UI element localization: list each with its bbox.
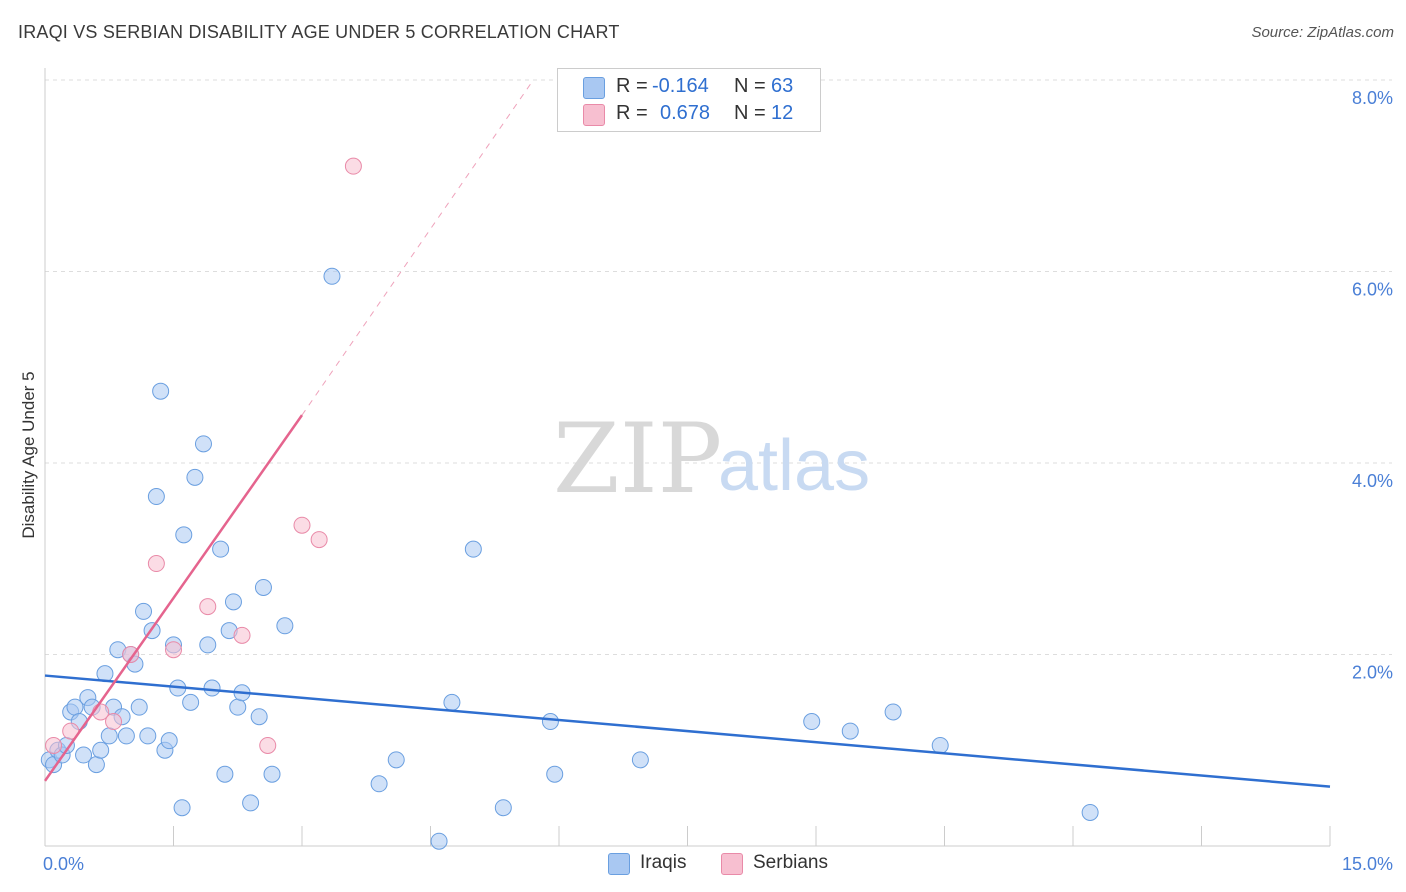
iraqi-point [216, 765, 234, 783]
iraqi-point [152, 382, 170, 400]
iraqi-point [250, 708, 268, 726]
iraqi-point [430, 832, 448, 850]
iraqi-point [631, 751, 649, 769]
serbian-point [122, 646, 140, 663]
iraqi-point [182, 693, 200, 711]
iraqi-point [443, 693, 461, 711]
iraqis-label: Iraqis [640, 852, 687, 873]
iraqi-point [130, 698, 148, 716]
iraqi-point [87, 756, 105, 774]
serbian-point [310, 531, 328, 549]
iraqi-point [194, 435, 212, 453]
legend-r-label: R = [616, 75, 648, 97]
iraqi-point [242, 794, 260, 812]
legend-r-value: 0.678 [660, 102, 711, 124]
iraqi-point [173, 799, 191, 817]
iraqi-point [884, 703, 902, 721]
iraqi-point [92, 741, 110, 759]
iraqi-points [40, 267, 1099, 850]
y-axis-label: Disability Age Under 5 [19, 371, 38, 538]
legend-r-value: -0.164 [652, 75, 709, 97]
serbian-point [105, 713, 123, 731]
serbian-points [45, 157, 362, 754]
iraqi-point [100, 727, 118, 745]
iraqi-point [117, 727, 135, 745]
iraqi-point [387, 751, 405, 769]
legend-n-label: N = [734, 75, 766, 97]
trend-layer [43, 79, 1331, 788]
iraqi-point [841, 722, 859, 740]
serbian-point [165, 641, 182, 659]
serbian-point [344, 157, 362, 175]
iraqi-point [75, 746, 93, 764]
legend-r-label: R = [616, 102, 648, 124]
iraqi-point [541, 713, 559, 731]
watermark: ZIP atlas [553, 403, 870, 515]
correlation-legend: R = -0.164 N = 63 R = 0.678 N = 12 [557, 68, 821, 132]
serbian-point [147, 555, 165, 573]
legend-n-value: 12 [771, 102, 794, 124]
serbian-point [259, 736, 277, 754]
watermark-zip: ZIP [553, 403, 722, 515]
iraqi-point [276, 617, 294, 635]
legend-n-value: 63 [771, 75, 794, 97]
iraqi-point [160, 732, 178, 750]
iraqi-point [199, 636, 217, 654]
source-label: Source: ZipAtlas.com [1251, 24, 1394, 41]
iraqi-point [175, 526, 193, 544]
iraqi-point [135, 602, 153, 620]
serbians-swatch [721, 853, 743, 875]
iraqi-point [186, 468, 204, 486]
tick-layer: 2.0% 4.0% 6.0% 8.0% 0.0% 15.0% [43, 88, 1393, 874]
x-tick-label: 0.0% [43, 854, 84, 874]
iraqi-point [203, 679, 221, 697]
serbian-trend-extension [301, 79, 534, 416]
y-tick-label: 6.0% [1352, 280, 1393, 300]
grid-layer [45, 79, 1392, 655]
iraqi-point [212, 540, 230, 558]
iraqi-point [494, 799, 512, 817]
iraqi-trend-line [44, 674, 1331, 788]
serbians-label: Serbians [753, 852, 828, 873]
chart-title: IRAQI VS SERBIAN DISABILITY AGE UNDER 5 … [18, 22, 620, 42]
y-tick-label: 4.0% [1352, 471, 1393, 491]
serbian-trend-line [43, 414, 304, 782]
iraqi-point [224, 593, 242, 611]
iraqi-point [263, 765, 281, 783]
iraqi-point [147, 488, 165, 506]
legend-swatch-serbians [583, 104, 605, 126]
legend-n-label: N = [734, 102, 766, 124]
iraqi-point [323, 267, 341, 285]
iraqi-point [464, 540, 482, 558]
axis-layer [44, 68, 1331, 847]
iraqi-point [370, 775, 388, 793]
iraqis-swatch [608, 853, 630, 875]
watermark-atlas: atlas [718, 426, 870, 506]
y-tick-label: 8.0% [1352, 88, 1393, 108]
y-tick-label: 2.0% [1352, 663, 1393, 683]
serbian-point [233, 626, 251, 644]
iraqi-point [546, 765, 564, 783]
iraqi-point [254, 578, 272, 596]
iraqi-point [139, 727, 157, 745]
serbian-point [45, 736, 63, 754]
iraqi-point [229, 698, 247, 716]
serbian-point [199, 598, 217, 616]
x-tick-label: 15.0% [1342, 854, 1393, 874]
legend-swatch-iraqis [583, 77, 605, 99]
iraqi-point [931, 736, 949, 754]
serbian-point [293, 516, 311, 534]
iraqi-point [1081, 803, 1099, 821]
iraqi-point [803, 713, 821, 731]
